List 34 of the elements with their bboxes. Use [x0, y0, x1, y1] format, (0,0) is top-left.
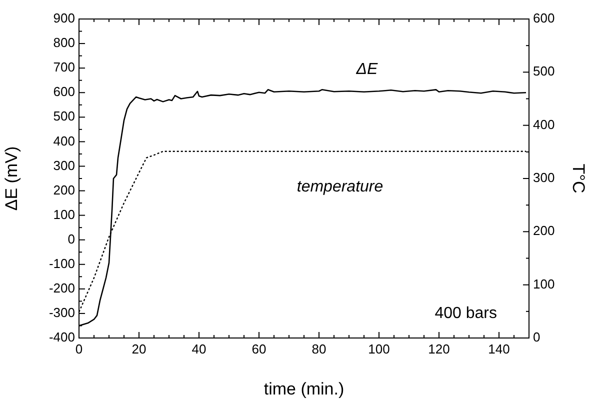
y2-tick-label: 400	[533, 116, 555, 132]
y2-tick-label: 300	[533, 170, 555, 186]
y-tick-label: 300	[53, 158, 75, 173]
y2-axis-title: T°C	[569, 164, 588, 194]
x-tick-label: 140	[488, 341, 510, 356]
x-tick-label: 120	[428, 341, 450, 356]
y-tick-label: 400	[53, 133, 75, 148]
y2-tick-label: 600	[533, 10, 555, 26]
series-label: ΔE	[355, 60, 378, 78]
y2-tick-label: 100	[533, 276, 555, 292]
x-tick-label: 20	[132, 341, 146, 356]
y-tick-label: 900	[53, 10, 75, 26]
y-tick-label: -100	[48, 256, 75, 271]
y2-tick-label: 500	[533, 64, 555, 79]
y-tick-label: 600	[53, 84, 75, 100]
y-tick-label: -400	[48, 330, 75, 345]
y-tick-label: 700	[53, 60, 75, 75]
y-tick-label: -200	[48, 280, 75, 296]
x-tick-label: 100	[368, 341, 390, 356]
y-tick-label: 0	[68, 231, 75, 246]
y-tick-label: 100	[53, 206, 75, 222]
y-axis-title: ΔE (mV)	[2, 146, 21, 211]
y-tick-label: 500	[53, 108, 75, 124]
annotation: 400 bars	[434, 305, 497, 322]
x-tick-label: 40	[192, 341, 206, 356]
x-axis-title: time (min.)	[264, 379, 344, 398]
y2-tick-label: 200	[533, 223, 555, 238]
series-label: temperature	[296, 178, 384, 196]
y-tick-label: 200	[53, 182, 75, 198]
y-tick-label: 800	[53, 35, 75, 50]
y-tick-label: -300	[48, 305, 75, 320]
y2-tick-label: 0	[533, 330, 540, 345]
x-tick-label: 80	[312, 341, 326, 356]
x-tick-label: 60	[252, 341, 266, 356]
